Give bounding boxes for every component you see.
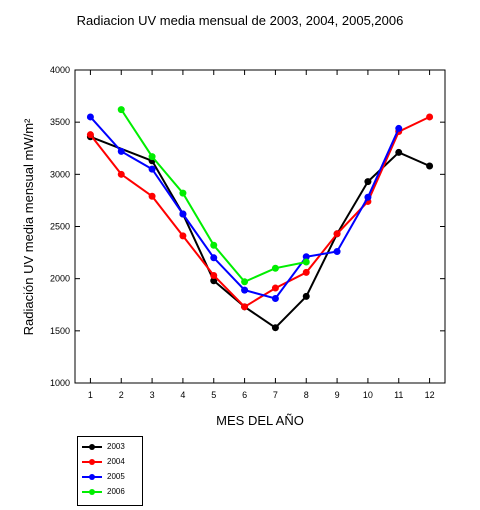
data-point — [271, 324, 279, 332]
series-2003 — [86, 133, 434, 332]
data-point — [179, 189, 187, 197]
y-tick-label: 4000 — [50, 65, 70, 75]
legend-item: 2004 — [82, 456, 142, 468]
series-2004 — [86, 113, 434, 311]
data-point — [210, 241, 218, 249]
data-point — [86, 113, 94, 121]
y-tick-label: 1000 — [50, 378, 70, 388]
y-tick-label: 3500 — [50, 117, 70, 127]
legend: 2003 2004 2005 2006 — [77, 436, 143, 506]
data-point — [333, 230, 341, 238]
data-point — [241, 278, 249, 286]
x-tick-label: 8 — [304, 390, 309, 400]
x-tick-label: 2 — [119, 390, 124, 400]
x-tick-label: 4 — [180, 390, 185, 400]
data-point — [364, 193, 372, 201]
data-point — [333, 248, 341, 256]
x-tick-label: 9 — [335, 390, 340, 400]
x-tick-label: 3 — [150, 390, 155, 400]
y-tick-label: 2500 — [50, 222, 70, 232]
data-point — [148, 165, 156, 173]
data-point — [395, 148, 403, 156]
x-axis-label: MES DEL AÑO — [216, 413, 304, 428]
series-line-2004 — [89, 115, 431, 309]
data-point — [210, 272, 218, 280]
data-point — [271, 294, 279, 302]
legend-marker — [89, 444, 95, 450]
data-point — [364, 178, 372, 186]
data-point — [179, 232, 187, 240]
data-point — [117, 106, 125, 114]
legend-label: 2005 — [107, 472, 125, 481]
data-point — [302, 258, 310, 266]
data-point — [210, 254, 218, 262]
data-point — [241, 303, 249, 311]
legend-marker — [89, 474, 95, 480]
y-axis-label: Radiación UV media mensual mW/m² — [21, 118, 36, 335]
plot-frame — [74, 69, 446, 384]
legend-label: 2003 — [107, 442, 125, 451]
data-point — [117, 147, 125, 155]
legend-label: 2006 — [107, 487, 125, 496]
data-point — [302, 268, 310, 276]
x-tick-label: 7 — [273, 390, 278, 400]
y-tick-label: 2000 — [50, 274, 70, 284]
data-point — [426, 162, 434, 170]
legend-label: 2004 — [107, 457, 125, 466]
series-line-2003 — [90, 135, 431, 329]
data-point — [210, 277, 218, 285]
data-point — [86, 131, 94, 139]
x-tick-label: 12 — [425, 390, 435, 400]
data-point — [241, 286, 249, 294]
x-tick-label: 11 — [394, 390, 403, 400]
data-point — [426, 113, 434, 121]
legend-marker — [89, 459, 95, 465]
chart-title: Radiacion UV media mensual de 2003, 2004… — [76, 13, 404, 28]
data-point — [148, 153, 156, 161]
data-point — [395, 124, 403, 132]
x-tick-label: 10 — [363, 390, 373, 400]
data-point — [117, 170, 125, 178]
data-point — [302, 292, 310, 300]
legend-item: 2006 — [82, 486, 142, 498]
data-point — [271, 264, 279, 272]
legend-marker — [89, 489, 95, 495]
y-tick-label: 1500 — [50, 326, 70, 336]
y-tick-label: 3000 — [50, 169, 70, 179]
series-2005 — [86, 113, 403, 302]
series-2006 — [117, 106, 310, 286]
data-point — [302, 253, 310, 261]
x-tick-label: 5 — [211, 390, 216, 400]
legend-item: 2005 — [82, 471, 142, 483]
data-point — [179, 210, 187, 218]
legend-item: 2003 — [82, 441, 142, 453]
x-tick-label: 6 — [242, 390, 247, 400]
x-tick-label: 1 — [88, 390, 93, 400]
data-point — [148, 192, 156, 200]
data-point — [271, 284, 279, 292]
